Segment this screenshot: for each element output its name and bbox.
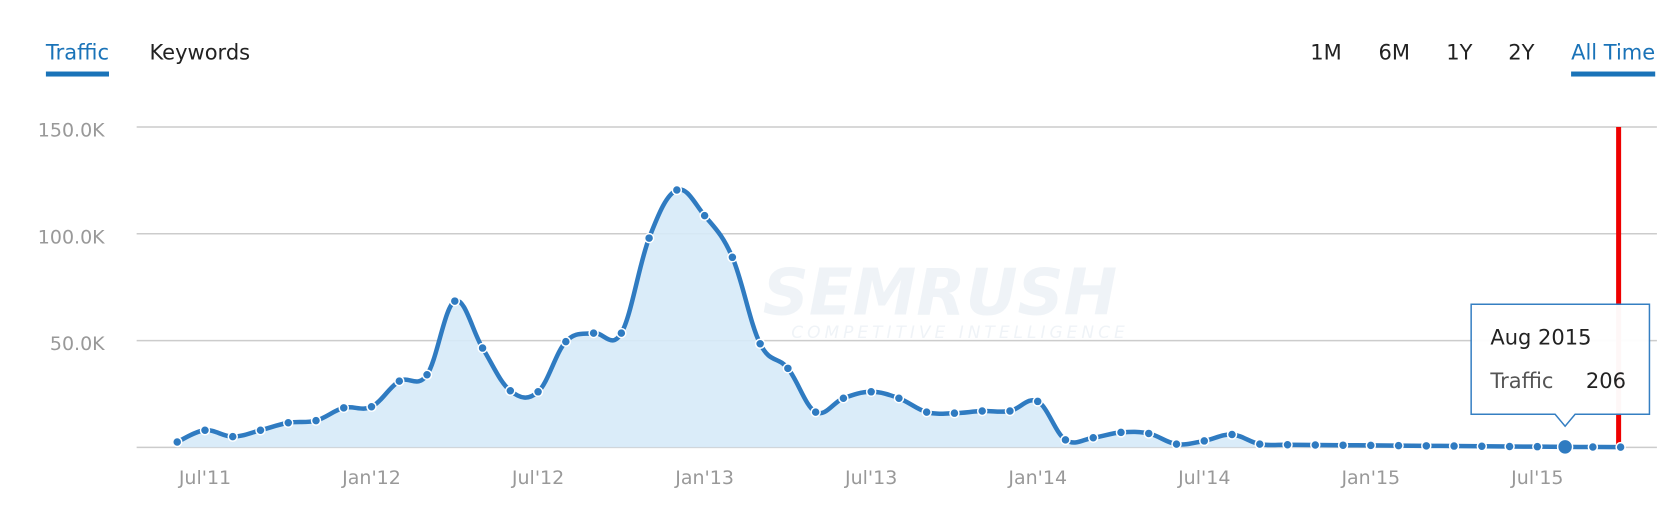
x-tick-label: Jul'13 (844, 467, 897, 489)
y-tick-label: 150.0K (38, 120, 105, 142)
x-tick-label: Jan'14 (1007, 467, 1067, 489)
point[interactable] (727, 252, 738, 263)
x-tick-label: Jul'12 (511, 467, 564, 489)
point[interactable] (1087, 432, 1099, 443)
tooltip-title: Aug 2015 (1490, 325, 1591, 349)
point[interactable] (671, 184, 683, 196)
range-button[interactable]: 1M (1310, 40, 1341, 64)
point[interactable] (699, 210, 710, 221)
point[interactable] (255, 424, 266, 436)
range-button[interactable]: 1Y (1446, 40, 1472, 64)
point[interactable] (366, 401, 377, 413)
point[interactable] (1337, 439, 1349, 451)
tooltip-value: 206 (1586, 369, 1626, 393)
point[interactable] (1282, 439, 1293, 451)
y-tick-label: 100.0K (38, 226, 105, 248)
tooltip-box (1470, 303, 1651, 428)
point[interactable] (1254, 438, 1266, 450)
point[interactable] (1476, 441, 1488, 452)
range-button[interactable]: 2Y (1508, 40, 1534, 64)
point[interactable] (1004, 405, 1016, 417)
range-button[interactable]: All Time (1571, 40, 1655, 64)
point[interactable] (1532, 441, 1543, 452)
point[interactable] (1115, 427, 1127, 438)
point[interactable] (560, 336, 572, 347)
point[interactable] (1448, 440, 1460, 452)
point[interactable] (1226, 429, 1238, 440)
point[interactable] (338, 402, 350, 414)
range-button[interactable]: 6M (1379, 40, 1410, 64)
point[interactable] (171, 436, 183, 448)
point[interactable] (1556, 438, 1574, 456)
watermark-tagline: COMPETITIVE INTELLIGENCE (791, 323, 1129, 343)
point[interactable] (810, 406, 821, 418)
x-tick-label: Jan'15 (1340, 467, 1400, 489)
point[interactable] (1171, 438, 1182, 450)
point[interactable] (616, 327, 627, 339)
point[interactable] (1587, 441, 1599, 453)
point[interactable] (782, 363, 794, 374)
point[interactable] (421, 369, 433, 380)
tooltip-label: Traffic (1489, 369, 1553, 393)
range-underline (1571, 71, 1656, 77)
point[interactable] (1032, 396, 1043, 407)
area (177, 189, 1621, 448)
y-tick-label: 50.0K (50, 333, 105, 355)
point[interactable] (227, 431, 238, 442)
point[interactable] (1393, 440, 1404, 451)
point[interactable] (449, 295, 461, 307)
point[interactable] (1365, 440, 1377, 451)
point[interactable] (865, 386, 877, 398)
point[interactable] (532, 386, 544, 398)
x-tick-label: Jul'14 (1177, 467, 1230, 489)
point[interactable] (1060, 434, 1071, 446)
point[interactable] (643, 232, 655, 244)
point[interactable] (199, 424, 211, 436)
point[interactable] (921, 406, 932, 418)
tab-underline (45, 71, 110, 77)
x-tick-label: Jan'13 (674, 467, 734, 489)
point[interactable] (754, 338, 766, 350)
tab[interactable]: Traffic (45, 40, 109, 64)
point[interactable] (838, 392, 849, 404)
x-tick-label: Jan'12 (341, 467, 401, 489)
point[interactable] (588, 327, 599, 339)
point[interactable] (310, 415, 322, 426)
point[interactable] (893, 392, 905, 404)
point[interactable] (1143, 428, 1154, 439)
point[interactable] (1504, 441, 1515, 452)
tab[interactable]: Keywords (149, 40, 250, 64)
point[interactable] (283, 417, 294, 429)
point[interactable] (1199, 435, 1210, 447)
point[interactable] (976, 405, 988, 417)
point[interactable] (477, 342, 488, 354)
point[interactable] (394, 375, 405, 387)
point[interactable] (1310, 439, 1321, 451)
x-tick-label: Jul'11 (178, 467, 231, 489)
watermark-brand: SEMRUSH (763, 257, 1117, 331)
point[interactable] (1615, 441, 1626, 453)
point[interactable] (949, 407, 960, 419)
point[interactable] (505, 385, 516, 396)
x-tick-label: Jul'15 (1510, 467, 1563, 489)
watermark: SEMRUSH COMPETITIVE INTELLIGENCE (763, 257, 1129, 343)
point[interactable] (1421, 440, 1432, 452)
